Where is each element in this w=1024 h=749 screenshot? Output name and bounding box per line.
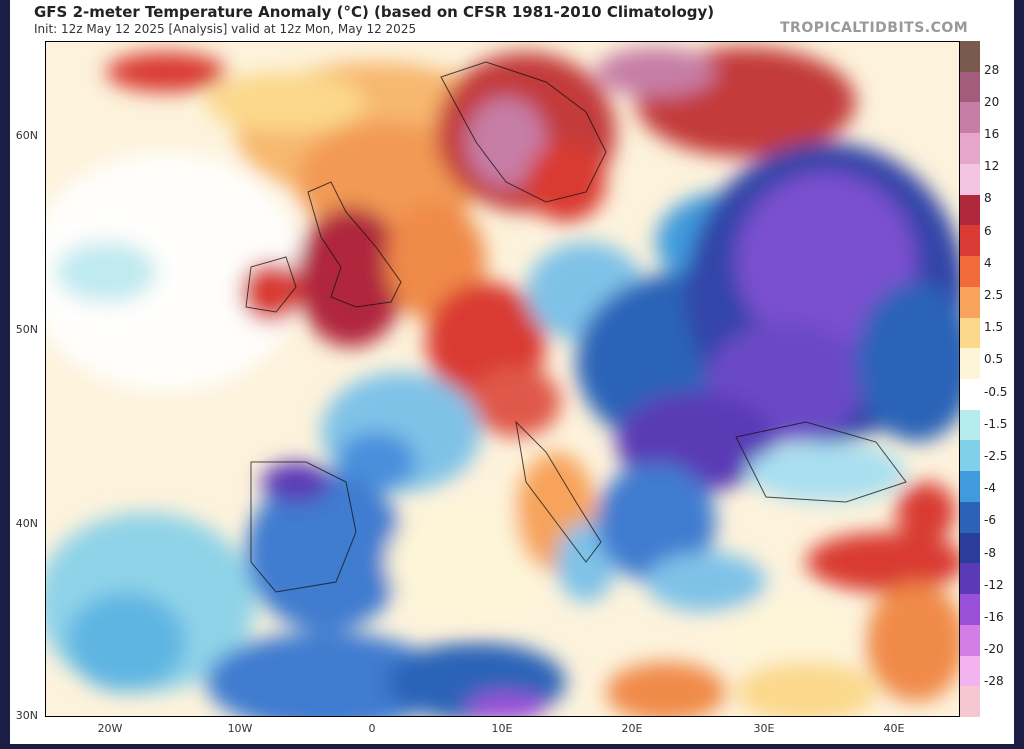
legend-label: -8 bbox=[984, 545, 996, 560]
legend-swatch bbox=[960, 163, 980, 196]
legend-swatch bbox=[960, 317, 980, 349]
lat-label-40n: 40N bbox=[15, 517, 38, 530]
legend-swatch bbox=[960, 256, 980, 288]
legend-label: -28 bbox=[984, 674, 1004, 689]
legend-swatch bbox=[960, 409, 980, 441]
lon-label-10w: 10W bbox=[227, 722, 253, 735]
legend-label: 12 bbox=[984, 159, 1000, 174]
legend-swatch bbox=[960, 71, 980, 103]
legend-swatch bbox=[960, 501, 980, 534]
legend-label: 4 bbox=[984, 255, 992, 270]
lat-label-50n: 50N bbox=[15, 323, 38, 336]
map-subtitle: Init: 12z May 12 2025 [Analysis] valid a… bbox=[34, 22, 417, 36]
legend-label: 20 bbox=[984, 94, 1000, 109]
legend-label: -6 bbox=[984, 513, 996, 528]
anomaly-map-svg bbox=[46, 42, 959, 716]
legend-label: -20 bbox=[984, 642, 1004, 657]
lon-label-20w: 20W bbox=[97, 722, 123, 735]
legend-label: 28 bbox=[984, 62, 1000, 77]
legend-label: -0.5 bbox=[984, 384, 1008, 399]
legend-label: 6 bbox=[984, 223, 992, 238]
lon-label-10e: 10E bbox=[491, 722, 513, 735]
coastlines bbox=[245, 61, 907, 593]
legend-label: 2.5 bbox=[984, 288, 1004, 303]
lon-label-20e: 20E bbox=[621, 722, 643, 735]
brand-watermark: TROPICALTIDBITS.COM bbox=[780, 20, 969, 36]
lat-label-30n: 30N bbox=[15, 709, 38, 722]
legend-swatch bbox=[960, 102, 980, 134]
legend-swatch bbox=[960, 286, 980, 319]
legend-swatch bbox=[960, 379, 980, 411]
legend-swatch bbox=[960, 348, 980, 380]
legend-label: 0.5 bbox=[984, 352, 1004, 367]
map-title: GFS 2-meter Temperature Anomaly (°C) (ba… bbox=[34, 3, 715, 21]
legend-label: 8 bbox=[984, 191, 992, 206]
legend-label: 1.5 bbox=[984, 320, 1004, 335]
legend-swatch bbox=[960, 563, 980, 595]
legend-swatch bbox=[960, 686, 980, 718]
lon-label-0: 0 bbox=[368, 722, 376, 735]
legend-swatch bbox=[960, 225, 980, 257]
legend-label: -16 bbox=[984, 609, 1004, 624]
lat-label-60n: 60N bbox=[15, 129, 38, 142]
legend-label: -12 bbox=[984, 577, 1004, 592]
anomaly-field bbox=[46, 47, 959, 716]
anomaly-map bbox=[45, 41, 960, 717]
lon-label-40e: 40E bbox=[883, 722, 905, 735]
color-legend bbox=[960, 41, 980, 718]
legend-swatch bbox=[960, 594, 980, 626]
legend-swatch bbox=[960, 194, 980, 226]
legend-swatch bbox=[960, 41, 980, 73]
legend-swatch bbox=[960, 440, 980, 472]
legend-label: -1.5 bbox=[984, 416, 1008, 431]
lon-label-30e: 30E bbox=[753, 722, 775, 735]
legend-swatch bbox=[960, 471, 980, 503]
legend-label: 16 bbox=[984, 127, 1000, 142]
legend-label: -4 bbox=[984, 481, 996, 496]
legend-swatch bbox=[960, 532, 980, 564]
legend-label: -2.5 bbox=[984, 448, 1008, 463]
legend-swatch bbox=[960, 133, 980, 165]
legend-swatch bbox=[960, 655, 980, 687]
legend-swatch bbox=[960, 624, 980, 657]
